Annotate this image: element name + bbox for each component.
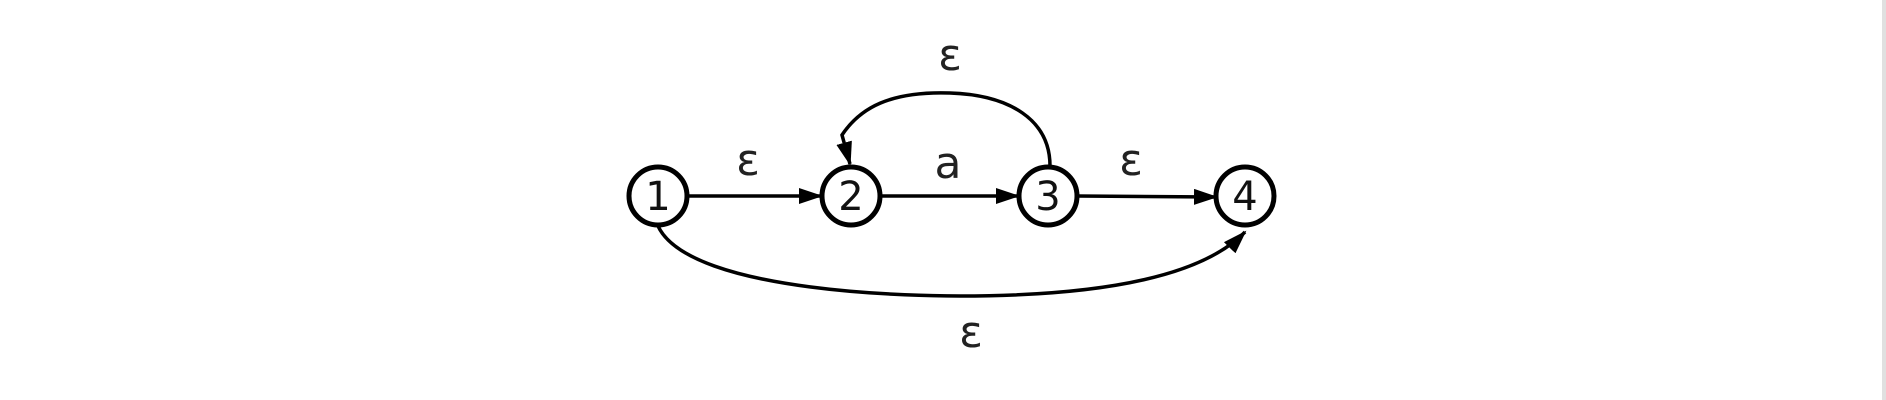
edge-3-4-label: ε [1119, 135, 1143, 186]
state-3-circle [1016, 164, 1080, 228]
state-2-circle [819, 164, 883, 228]
state-1-label: 1 [645, 174, 670, 220]
edge-1-2-label: ε [736, 135, 760, 186]
state-4-label: 4 [1232, 174, 1257, 220]
edge-1-4-bottom [656, 225, 1247, 298]
state-4-circle [1213, 164, 1277, 228]
edge-2-3-label: a [935, 138, 962, 189]
edge-3-4 [1076, 188, 1218, 205]
edge-3-2-loop [836, 91, 1052, 167]
state-3-label: 3 [1035, 174, 1060, 220]
right-border [1882, 0, 1886, 400]
state-1-circle [626, 164, 690, 228]
state-2-label: 2 [838, 174, 863, 220]
edge-1-4-label: ε [959, 307, 983, 358]
edge-3-2-label: ε [938, 30, 962, 81]
